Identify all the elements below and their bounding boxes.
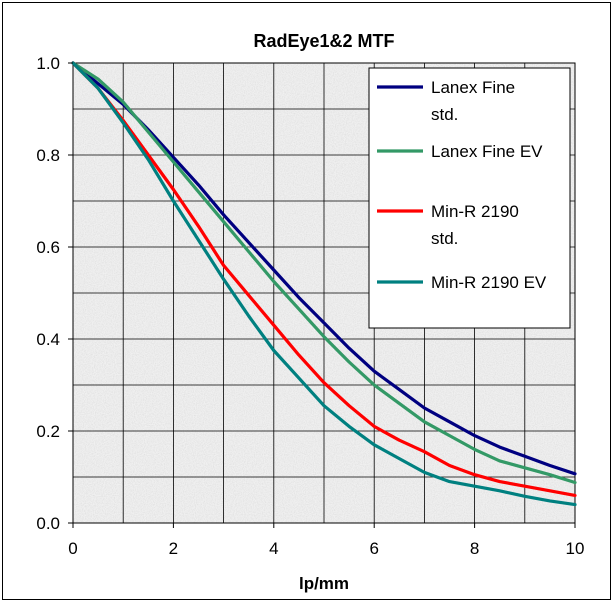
plot-border bbox=[72, 62, 576, 524]
legend-label: std. bbox=[431, 229, 458, 248]
legend-box bbox=[368, 67, 571, 329]
y-tick-label: 0.6 bbox=[36, 238, 60, 257]
x-tick-label: 10 bbox=[566, 539, 585, 558]
legend: Lanex Fine std. Lanex Fine EV Min-R 2190 std… bbox=[368, 67, 571, 329]
y-tick-label: 0.8 bbox=[36, 146, 60, 165]
y-tick-label: 0.2 bbox=[36, 422, 60, 441]
y-tick-label: 0.4 bbox=[36, 330, 60, 349]
legend-label: Lanex Fine EV bbox=[431, 142, 543, 161]
series-lines bbox=[71, 61, 577, 507]
series-line-2 bbox=[71, 61, 577, 485]
legend-label: Lanex Fine bbox=[431, 78, 515, 97]
legend-label: std. bbox=[431, 105, 458, 124]
legend-label: Min-R 2190 EV bbox=[431, 273, 547, 292]
legend-label: Min-R 2190 bbox=[431, 202, 519, 221]
series-line-1 bbox=[71, 61, 577, 476]
x-axis-label: lp/mm bbox=[299, 574, 349, 593]
x-tick-label: 0 bbox=[68, 539, 77, 558]
x-tick-label: 8 bbox=[470, 539, 479, 558]
y-tick-label: 1.0 bbox=[36, 54, 60, 73]
y-tick-label: 0.0 bbox=[36, 514, 60, 533]
chart-title: RadEye1&2 MTF bbox=[253, 31, 394, 51]
series-line-4 bbox=[71, 61, 577, 507]
axes: 0 2 4 6 8 10 0.0 0.2 0.4 0.6 0.8 1.0 bbox=[36, 54, 584, 558]
x-tick-label: 4 bbox=[269, 539, 278, 558]
x-tick-label: 2 bbox=[169, 539, 178, 558]
series-line-3 bbox=[71, 61, 577, 497]
x-tick-label: 6 bbox=[369, 539, 378, 558]
